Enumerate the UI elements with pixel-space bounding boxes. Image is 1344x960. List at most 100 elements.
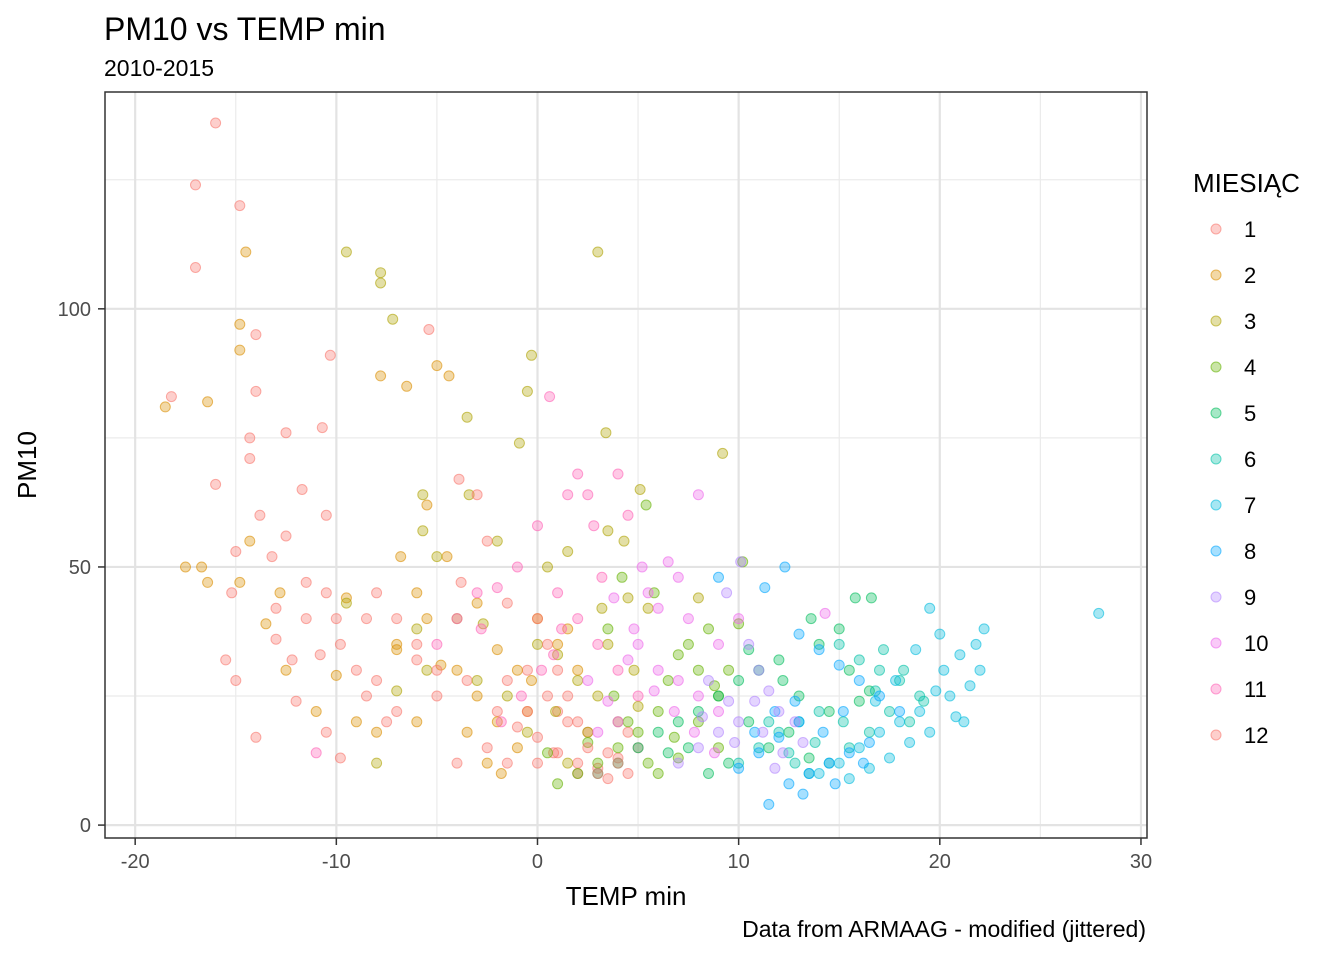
legend-key: [1210, 545, 1222, 557]
scatter-point: [250, 385, 262, 397]
scatter-point: [234, 318, 246, 330]
scatter-point: [334, 752, 346, 764]
scatter-point: [270, 602, 282, 614]
scatter-point: [411, 623, 423, 635]
x-tick-label: 20: [929, 851, 951, 873]
scatter-point: [526, 349, 537, 361]
scatter-point: [461, 726, 473, 738]
scatter-point: [974, 664, 986, 676]
legend-key: [1210, 637, 1222, 649]
scatter-point: [652, 706, 664, 717]
scatter-point: [300, 613, 312, 625]
scatter-point: [451, 757, 463, 769]
scatter-point: [853, 654, 865, 666]
scatter-point: [572, 613, 584, 625]
plot-border: [104, 91, 1148, 839]
scatter-point: [521, 726, 533, 738]
scatter-point: [865, 592, 877, 604]
scatter-point: [562, 489, 574, 501]
scatter-point: [723, 757, 735, 769]
scatter-point: [910, 644, 922, 656]
scatter-point: [634, 484, 646, 495]
scatter-point: [159, 401, 171, 413]
scatter-point: [668, 731, 680, 743]
scatter-point: [703, 675, 714, 686]
scatter-point: [582, 675, 594, 686]
x-tick-label: 30: [1130, 851, 1152, 873]
scatter-point: [843, 664, 855, 676]
scatter-point: [451, 613, 463, 625]
scatter-point: [475, 623, 487, 635]
scatter-point: [612, 757, 624, 769]
scatter-point: [481, 742, 493, 754]
scatter-point: [491, 716, 503, 728]
scatter-point: [280, 664, 292, 676]
legend-label: 5: [1244, 401, 1256, 426]
scatter-point: [371, 726, 383, 738]
scatter-point: [612, 664, 624, 676]
plot-panel: [105, 92, 1147, 838]
scatter-point: [532, 731, 543, 743]
scatter-point: [783, 726, 795, 738]
scatter-point: [874, 664, 885, 676]
scatter-point: [628, 623, 640, 635]
scatter-point: [628, 664, 640, 676]
scatter-point: [964, 680, 976, 692]
scatter-point: [461, 411, 473, 423]
scatter-point: [453, 473, 465, 485]
scatter-point: [777, 747, 789, 759]
scatter-point: [588, 520, 600, 532]
scatter-point: [270, 633, 282, 645]
scatter-point: [813, 768, 825, 779]
scatter-point: [562, 757, 574, 769]
scatter-point: [330, 669, 342, 681]
scatter-point: [511, 561, 523, 573]
scatter-point: [471, 675, 483, 686]
scatter-point: [250, 731, 262, 743]
scatter-point: [783, 778, 795, 790]
scatter-point: [692, 592, 704, 604]
scatter-point: [521, 664, 533, 676]
y-tick-label: 0: [80, 815, 91, 837]
scatter-point: [652, 664, 664, 676]
gridlines: [105, 92, 1147, 838]
scatter-point: [431, 664, 443, 676]
scatter-point: [592, 690, 604, 702]
scatter-point: [431, 638, 443, 650]
scatter-point: [662, 556, 674, 568]
scatter-point: [602, 525, 614, 537]
scatter-point: [894, 706, 906, 717]
scatter-point: [773, 706, 785, 717]
scatter-point: [455, 576, 467, 588]
scatter-point: [250, 329, 262, 341]
scatter-point: [244, 432, 256, 444]
scatter-point: [226, 587, 238, 599]
scatter-point: [783, 747, 795, 759]
scatter-point: [536, 664, 547, 676]
scatter-point: [713, 638, 724, 650]
scatter-point: [562, 690, 574, 702]
scatter-point: [548, 747, 560, 759]
scatter-point: [642, 757, 654, 769]
scatter-point: [244, 535, 256, 547]
scatter-point: [823, 706, 835, 717]
scatter-point: [642, 587, 654, 599]
x-tick-label: 10: [728, 851, 750, 873]
scatter-point: [230, 546, 242, 557]
scatter-point: [696, 711, 708, 723]
scatter-point: [443, 370, 455, 382]
scatter-point: [431, 690, 443, 702]
scatter-point: [521, 706, 533, 717]
scatter-point: [616, 571, 628, 583]
scatter-point: [572, 664, 584, 676]
scatter-point: [682, 742, 694, 754]
legend-label: 2: [1244, 263, 1256, 288]
scatter-point: [622, 768, 634, 779]
scatter-point: [165, 391, 177, 403]
scatter-point: [863, 737, 875, 748]
scatter-point: [763, 742, 775, 754]
scatter-point: [717, 447, 729, 459]
scatter-point: [622, 592, 634, 604]
scatter-point: [417, 489, 429, 501]
scatter-point: [361, 690, 372, 702]
